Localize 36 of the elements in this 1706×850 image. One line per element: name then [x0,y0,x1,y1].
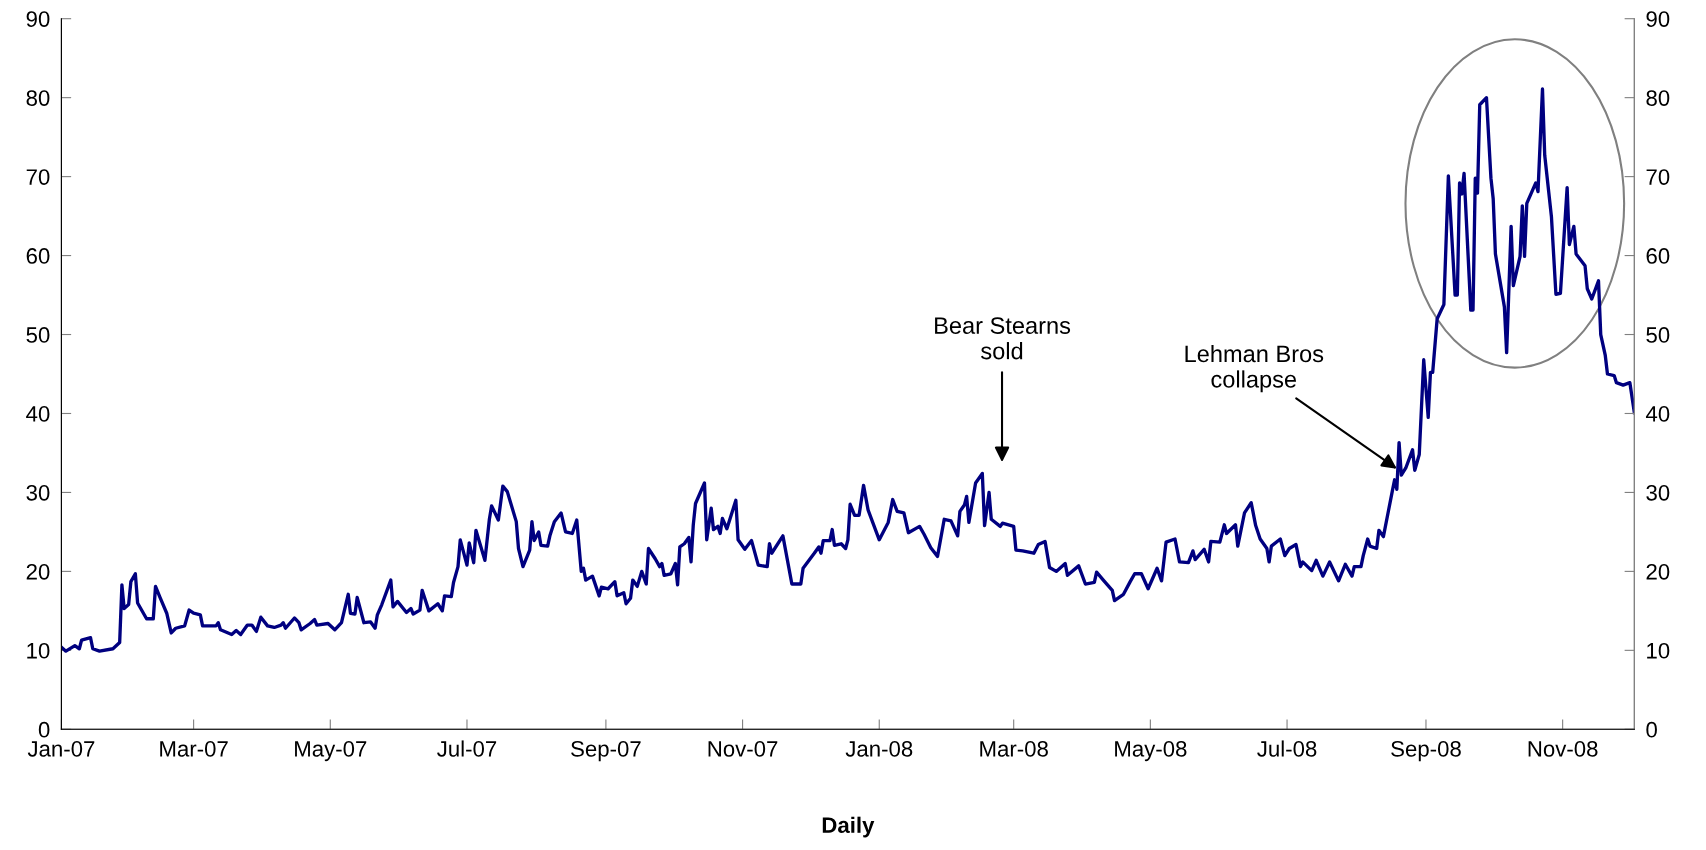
y2-tick-label: 0 [1646,721,1657,738]
y-tick-label: 30 [26,484,50,501]
y-tick-label: 80 [26,90,50,106]
annotation: Bear Stearns sold [935,317,1071,360]
y2-tick-label: 20 [1646,563,1670,580]
x-tick-label: Mar-07 [160,741,228,757]
x-tick-label: Nov-07 [708,741,778,757]
y2-tick-label: 10 [1647,642,1670,659]
y-tick-label: 40 [26,406,50,422]
y2-tick-label: 50 [1646,327,1670,343]
x-tick-label: Sep-07 [571,741,641,762]
y-tick-label: 50 [26,327,50,343]
x-tick-label: Jan-07 [27,741,95,757]
x-tick-label: Jul-07 [437,740,497,757]
x-tick-label: Jan-08 [845,741,913,757]
y2-tick-label: 80 [1646,90,1670,106]
x-axis-title: Daily [822,816,875,838]
y2-tick-label: 40 [1645,406,1670,422]
y-tick-label: 10 [27,642,50,659]
x-tick-label: May-08 [1115,741,1187,762]
y-tick-label: 70 [26,169,50,185]
x-tick-label: Sep-08 [1391,741,1461,762]
y2-tick-label: 70 [1646,169,1670,185]
x-tick-label: May-07 [295,741,367,762]
x-tick-label: Mar-08 [980,741,1048,757]
y-tick-label: 0 [38,721,50,738]
annotation: Lehman Bros collapse [1185,344,1324,393]
y-tick-label: 20 [26,563,50,580]
y-tick-label: 90 [26,11,50,27]
y2-tick-label: 30 [1646,484,1670,501]
x-tick-label: Jul-08 [1257,740,1317,757]
y-tick-label: 60 [26,248,50,264]
y2-tick-label: 60 [1646,248,1670,264]
y2-tick-label: 90 [1646,11,1670,27]
line-series [61,87,1635,653]
x-tick-label: Nov-08 [1528,741,1598,757]
